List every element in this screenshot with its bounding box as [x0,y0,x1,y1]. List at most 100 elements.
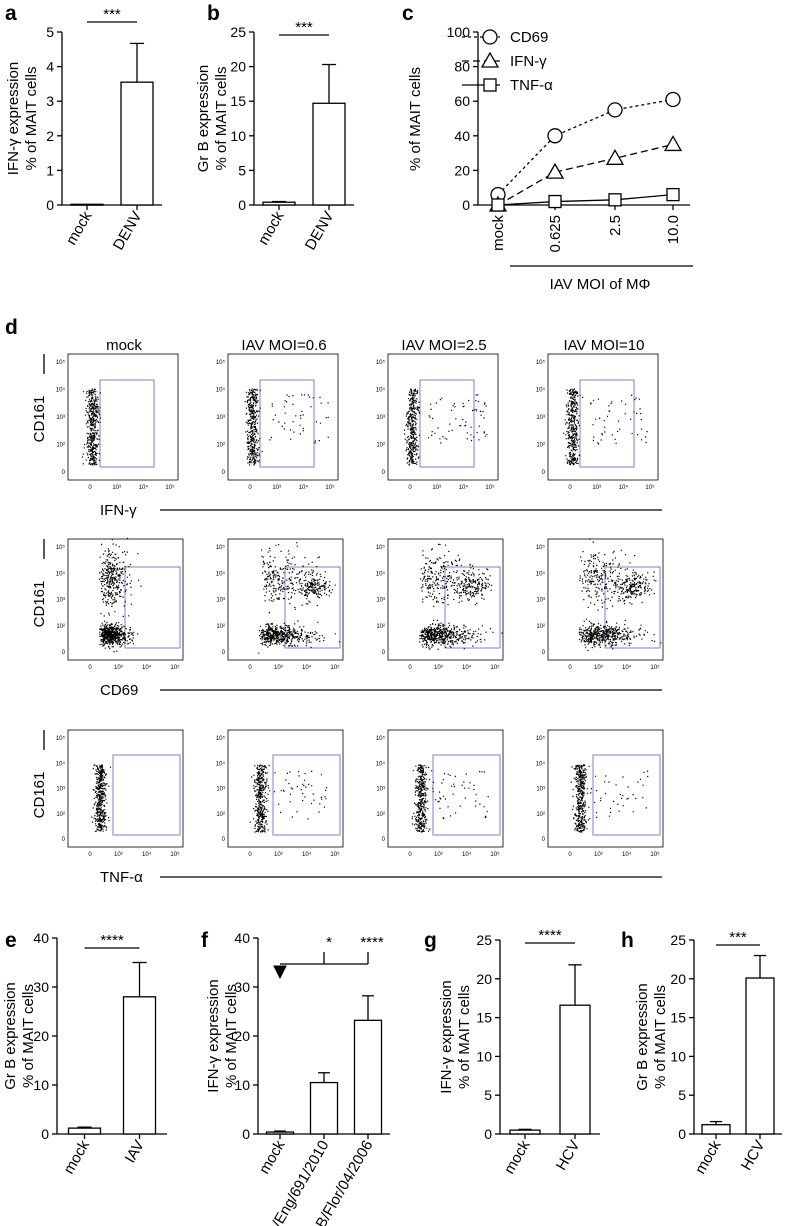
data-point [605,148,625,165]
y-tick-label: 30 [234,979,250,995]
flow-plot: 10⁵ 10⁴ 10³ 10² 0 0 10³ 10⁴ 10⁵ [376,729,504,858]
y-tick-label: 10³ [56,598,65,604]
y-tick-label: 10⁵ [536,359,546,366]
y-tick-label: 1 [46,162,54,178]
x-tick-label: 10⁵ [170,851,180,858]
y-tick-label: 10⁴ [56,760,66,767]
flow-plot: 10⁵ 10⁴ 10³ 10² 0 0 10³ 10⁴ 10⁵ [56,537,184,671]
y-tick-label: 10 [230,128,246,144]
y-tick-label: 10⁴ [56,387,66,394]
x-tick-label: 10⁵ [650,664,660,671]
column-title: IAV MOI=0.6 [241,337,326,354]
flow-plot: 10⁵ 10⁴ 10³ 10² 0 0 10³ 10⁴ 10⁵ [376,353,499,491]
x-tick-label: 10⁵ [645,484,655,491]
x-tick-label: 10³ [274,665,283,671]
y-tick-label: 10⁵ [376,544,386,551]
y-tick-label: 10 [670,1048,686,1064]
significance-stars: *** [103,6,121,23]
plot-frame [547,729,664,848]
x-tick-label: 10⁴ [622,851,632,858]
chart-panel-f: 010203040mockA/Eng/691/2010B/Flor/04/200… [205,930,390,1226]
y-tick-label: 5 [238,162,246,178]
plot-frame [67,353,179,481]
panel-letter-e: e [5,929,17,952]
x-tick-label: mock [255,208,288,248]
chart-panel-b: 0 5 10 15 20 25 mock DENV Gr B expression% of MA… [195,19,354,253]
significance-stars: *** [729,929,747,946]
scatter-dots [570,764,649,833]
scatter-dots [411,764,489,833]
y-tick-label: 25 [476,932,492,948]
y-tick-label: 10⁴ [216,760,226,767]
y-tick-label: 10⁴ [56,570,66,577]
panel-letter-f: f [201,929,209,952]
scatter-dots [403,388,488,466]
y-tick-label: 20 [234,1028,250,1044]
x-tick-label: 10⁴ [622,664,632,671]
y-tick-label: 10² [536,443,545,449]
y-tick-label: 4 [46,59,54,75]
y-tick-label: 25 [670,932,686,948]
plot-frame [67,729,184,848]
panel-letter-a: a [5,2,17,25]
x-tick-label: 10⁵ [650,851,660,858]
x-tick-label: mock [501,1137,534,1177]
y-tick-label: 10⁵ [376,735,386,742]
y-tick-label: 0 [41,1126,49,1142]
data-point [547,128,563,144]
data-point [607,102,623,118]
legend-marker [480,51,500,68]
chart-panel-g: 0 5 10 15 20 25 mock HCV IFN-γ expression% of MA… [438,927,600,1177]
x-tick-label: 10³ [434,852,443,858]
y-tick-label: 10² [376,443,385,449]
y-tick-label: 10² [216,443,225,449]
y-axis-label: Gr B expression% of MAIT cells [2,982,37,1090]
gate-box [284,566,341,649]
y-tick-label: 5 [46,24,54,40]
y-tick-label: 0 [222,837,226,843]
x-tick-label: DENV [302,209,338,254]
y-tick-label: 10² [536,812,545,818]
y-tick-label: 10⁴ [536,570,546,577]
y-tick-label: 20 [670,971,686,987]
significance-stars: *** [295,19,313,36]
bar-mock [265,1131,295,1135]
x-tick-label: 10⁵ [490,664,500,671]
chart-panel-h: 0 5 10 15 20 25 mock HCV Gr B expression% of MAI… [634,929,782,1177]
x-tick-label: mock [490,215,507,251]
y-tick-label: 10⁵ [536,735,546,742]
y-tick-label: 10⁵ [216,359,226,366]
x-tick-label: 0 [408,852,412,858]
y-tick-label: 10² [56,624,65,630]
y-axis-label: Gr B expression% of MAIT cells [195,65,230,173]
y-tick-label: 10² [376,624,385,630]
y-axis-label: % of MAIT cells [407,67,424,171]
y-tick-label: 10³ [536,787,545,793]
y-tick-label: 0 [382,837,386,843]
series-line-tnf- [497,193,674,206]
significance-stars: * [326,934,332,951]
y-tick-label: 10⁵ [216,735,226,742]
legend-marker [482,29,498,45]
x-tick-label: 0 [248,852,252,858]
flow-plot: 10⁵ 10⁴ 10³ 10² 0 0 10³ 10⁴ 10⁵ [56,729,184,858]
y-tick-label: 10⁴ [536,387,546,394]
y-tick-label: 30 [33,979,49,995]
y-axis-label: IFN-γ expression% of MAIT cells [205,979,240,1092]
y-tick-label: 0 [242,1126,250,1142]
x-tick-label: 10³ [274,852,283,858]
y-axis-label: IFN-γ expression% of MAIT cells [5,62,40,175]
data-point [491,198,505,212]
x-tick-label: 10⁴ [139,484,149,491]
chart-panel-c: 0 20 40 60 80 100 mock 0.625 2.5 10.0 IAV MOI of M… [407,24,693,293]
x-tick-label: 0 [568,665,572,671]
bar-hcv [559,1004,591,1135]
x-axis-label: TNF-α [100,869,143,886]
x-tick-label: 10³ [594,665,603,671]
gate-box [592,754,661,836]
significance-stars: **** [100,932,124,949]
plot-frame [547,538,664,661]
x-tick-label: 0 [568,852,572,858]
x-tick-label: IAV [122,1138,148,1166]
